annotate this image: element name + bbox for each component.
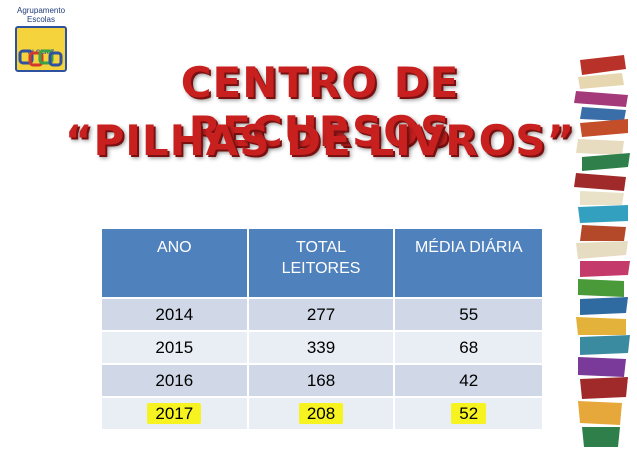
cell-total-text: 168	[306, 370, 336, 390]
book-stack-icon	[574, 55, 630, 447]
cell-total-text: 339	[306, 337, 336, 357]
header-total-line2: LEITORES	[281, 260, 361, 277]
readers-table: ANO TOTAL LEITORES MÉDIA DIÁRIA 2014 277…	[100, 227, 544, 431]
cell-media-text: 68	[459, 337, 479, 357]
table-row: 2016 168 42	[100, 363, 544, 398]
page-title-line2: “PILHAS DE LIVROS”	[64, 116, 576, 165]
cell-media: 52	[393, 396, 544, 431]
header-total-leitores: TOTAL LEITORES	[246, 227, 396, 299]
logo-caption: Agrupamento Escolas	[12, 6, 70, 24]
cell-total: 168	[246, 363, 396, 398]
school-logo: Agrupamento Escolas ALGERIZ	[12, 6, 70, 74]
cell-ano: 2016	[100, 363, 249, 398]
cell-ano-text: 2015	[155, 337, 194, 357]
table-row: 2015 339 68	[100, 330, 544, 365]
logo-rings-icon	[18, 49, 63, 67]
table-row-highlighted: 2017 208 52	[100, 396, 544, 431]
cell-ano: 2015	[100, 330, 249, 365]
cell-ano-text: 2014	[155, 304, 194, 324]
cell-ano: 2014	[100, 297, 249, 332]
cell-media-text: 55	[459, 304, 479, 324]
header-media-label: MÉDIA DIÁRIA	[414, 239, 523, 256]
page-title-line1: CENTRO DE RECURSOS	[180, 58, 460, 156]
table-row: 2014 277 55	[100, 297, 544, 332]
header-ano-label: ANO	[156, 239, 192, 256]
cell-total: 277	[246, 297, 396, 332]
cell-ano: 2017	[100, 396, 249, 431]
cell-media-text: 42	[459, 370, 479, 390]
logo-line2: Escolas	[26, 15, 55, 24]
header-media-diaria: MÉDIA DIÁRIA	[393, 227, 544, 299]
cell-media-text-highlighted: 52	[451, 402, 487, 424]
logo-emblem: ALGERIZ	[15, 26, 67, 72]
book-stack-illustration	[574, 55, 630, 447]
header-total-line1: TOTAL	[295, 239, 347, 256]
cell-media: 68	[393, 330, 544, 365]
cell-total: 339	[246, 330, 396, 365]
cell-ano-text-highlighted: 2017	[147, 402, 202, 424]
cell-media: 55	[393, 297, 544, 332]
cell-total-text: 277	[306, 304, 336, 324]
cell-ano-text: 2016	[155, 370, 194, 390]
table-header-row: ANO TOTAL LEITORES MÉDIA DIÁRIA	[100, 227, 544, 299]
logo-line1: Agrupamento	[16, 6, 66, 15]
header-ano: ANO	[100, 227, 249, 299]
cell-total-text-highlighted: 208	[298, 402, 344, 424]
cell-total: 208	[246, 396, 396, 431]
cell-media: 42	[393, 363, 544, 398]
